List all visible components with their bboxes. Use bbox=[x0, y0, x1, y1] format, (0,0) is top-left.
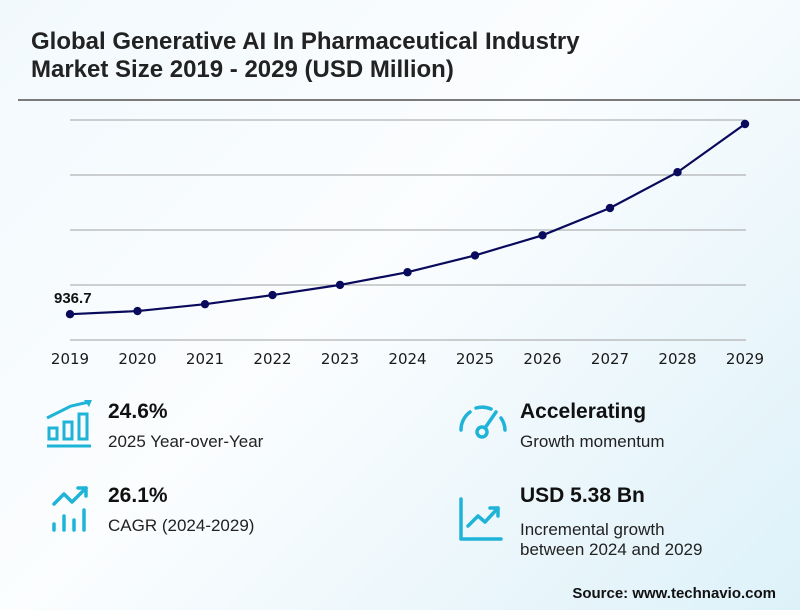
line-chart: 2019 2020 2021 2022 2023 2024 2025 2026 2027 2028… bbox=[51, 119, 764, 368]
stat-desc: 2025 Year-over-Year bbox=[108, 432, 264, 451]
data-label-2019: 936.7 bbox=[54, 290, 92, 307]
data-points bbox=[65, 119, 750, 319]
data-point-2023 bbox=[335, 280, 345, 290]
chart-title: Global Generative AI In Pharmaceutical I… bbox=[31, 28, 580, 83]
line-chart-up-icon bbox=[459, 497, 503, 541]
x-tick-label-2026: 2026 bbox=[523, 350, 561, 368]
stat-desc: Growth momentum bbox=[520, 432, 665, 451]
trend-up-bars-icon bbox=[52, 486, 88, 532]
gridlines bbox=[70, 119, 746, 341]
stat-value: USD 5.38 Bn bbox=[520, 484, 645, 507]
x-tick-label-2028: 2028 bbox=[658, 350, 696, 368]
stat-desc: CAGR (2024-2029) bbox=[108, 516, 255, 535]
x-tick-label-2022: 2022 bbox=[253, 350, 291, 368]
stat-value: 26.1% bbox=[108, 484, 168, 507]
source-credit: Source: www.technavio.com bbox=[572, 585, 776, 602]
data-point-2019 bbox=[65, 309, 75, 319]
title-divider bbox=[18, 99, 800, 101]
speedometer-icon bbox=[459, 405, 507, 439]
data-point-2025 bbox=[470, 251, 480, 260]
x-tick-label-2021: 2021 bbox=[186, 350, 224, 368]
stat-desc-line2: between 2024 and 2029 bbox=[520, 540, 703, 559]
data-point-2021 bbox=[200, 299, 210, 309]
stat-desc: Incremental growth between 2024 and 2029 bbox=[520, 520, 702, 560]
x-tick-label-2019: 2019 bbox=[51, 350, 89, 368]
stat-value: 24.6% bbox=[108, 400, 168, 423]
x-tick-label-2023: 2023 bbox=[321, 350, 359, 368]
x-axis-ticks: 2019 2020 2021 2022 2023 2024 2025 2026 2027 2028… bbox=[51, 350, 764, 368]
data-point-2024 bbox=[403, 268, 412, 277]
data-point-2026 bbox=[538, 231, 547, 240]
data-point-2022 bbox=[268, 290, 277, 300]
data-point-2029 bbox=[740, 119, 750, 129]
x-tick-label-2029: 2029 bbox=[726, 350, 764, 368]
x-tick-label-2020: 2020 bbox=[118, 350, 156, 368]
series-line-market-size bbox=[69, 123, 746, 316]
data-point-2027 bbox=[605, 203, 615, 213]
data-point-2020 bbox=[133, 306, 142, 316]
bar-chart-growth-icon bbox=[46, 400, 92, 448]
data-point-2028 bbox=[673, 168, 682, 177]
x-tick-label-2024: 2024 bbox=[388, 350, 426, 368]
x-tick-label-2027: 2027 bbox=[591, 350, 629, 368]
x-tick-label-2025: 2025 bbox=[456, 350, 494, 368]
stat-value: Accelerating bbox=[520, 400, 647, 423]
stat-desc-line1: Incremental growth bbox=[520, 520, 665, 539]
